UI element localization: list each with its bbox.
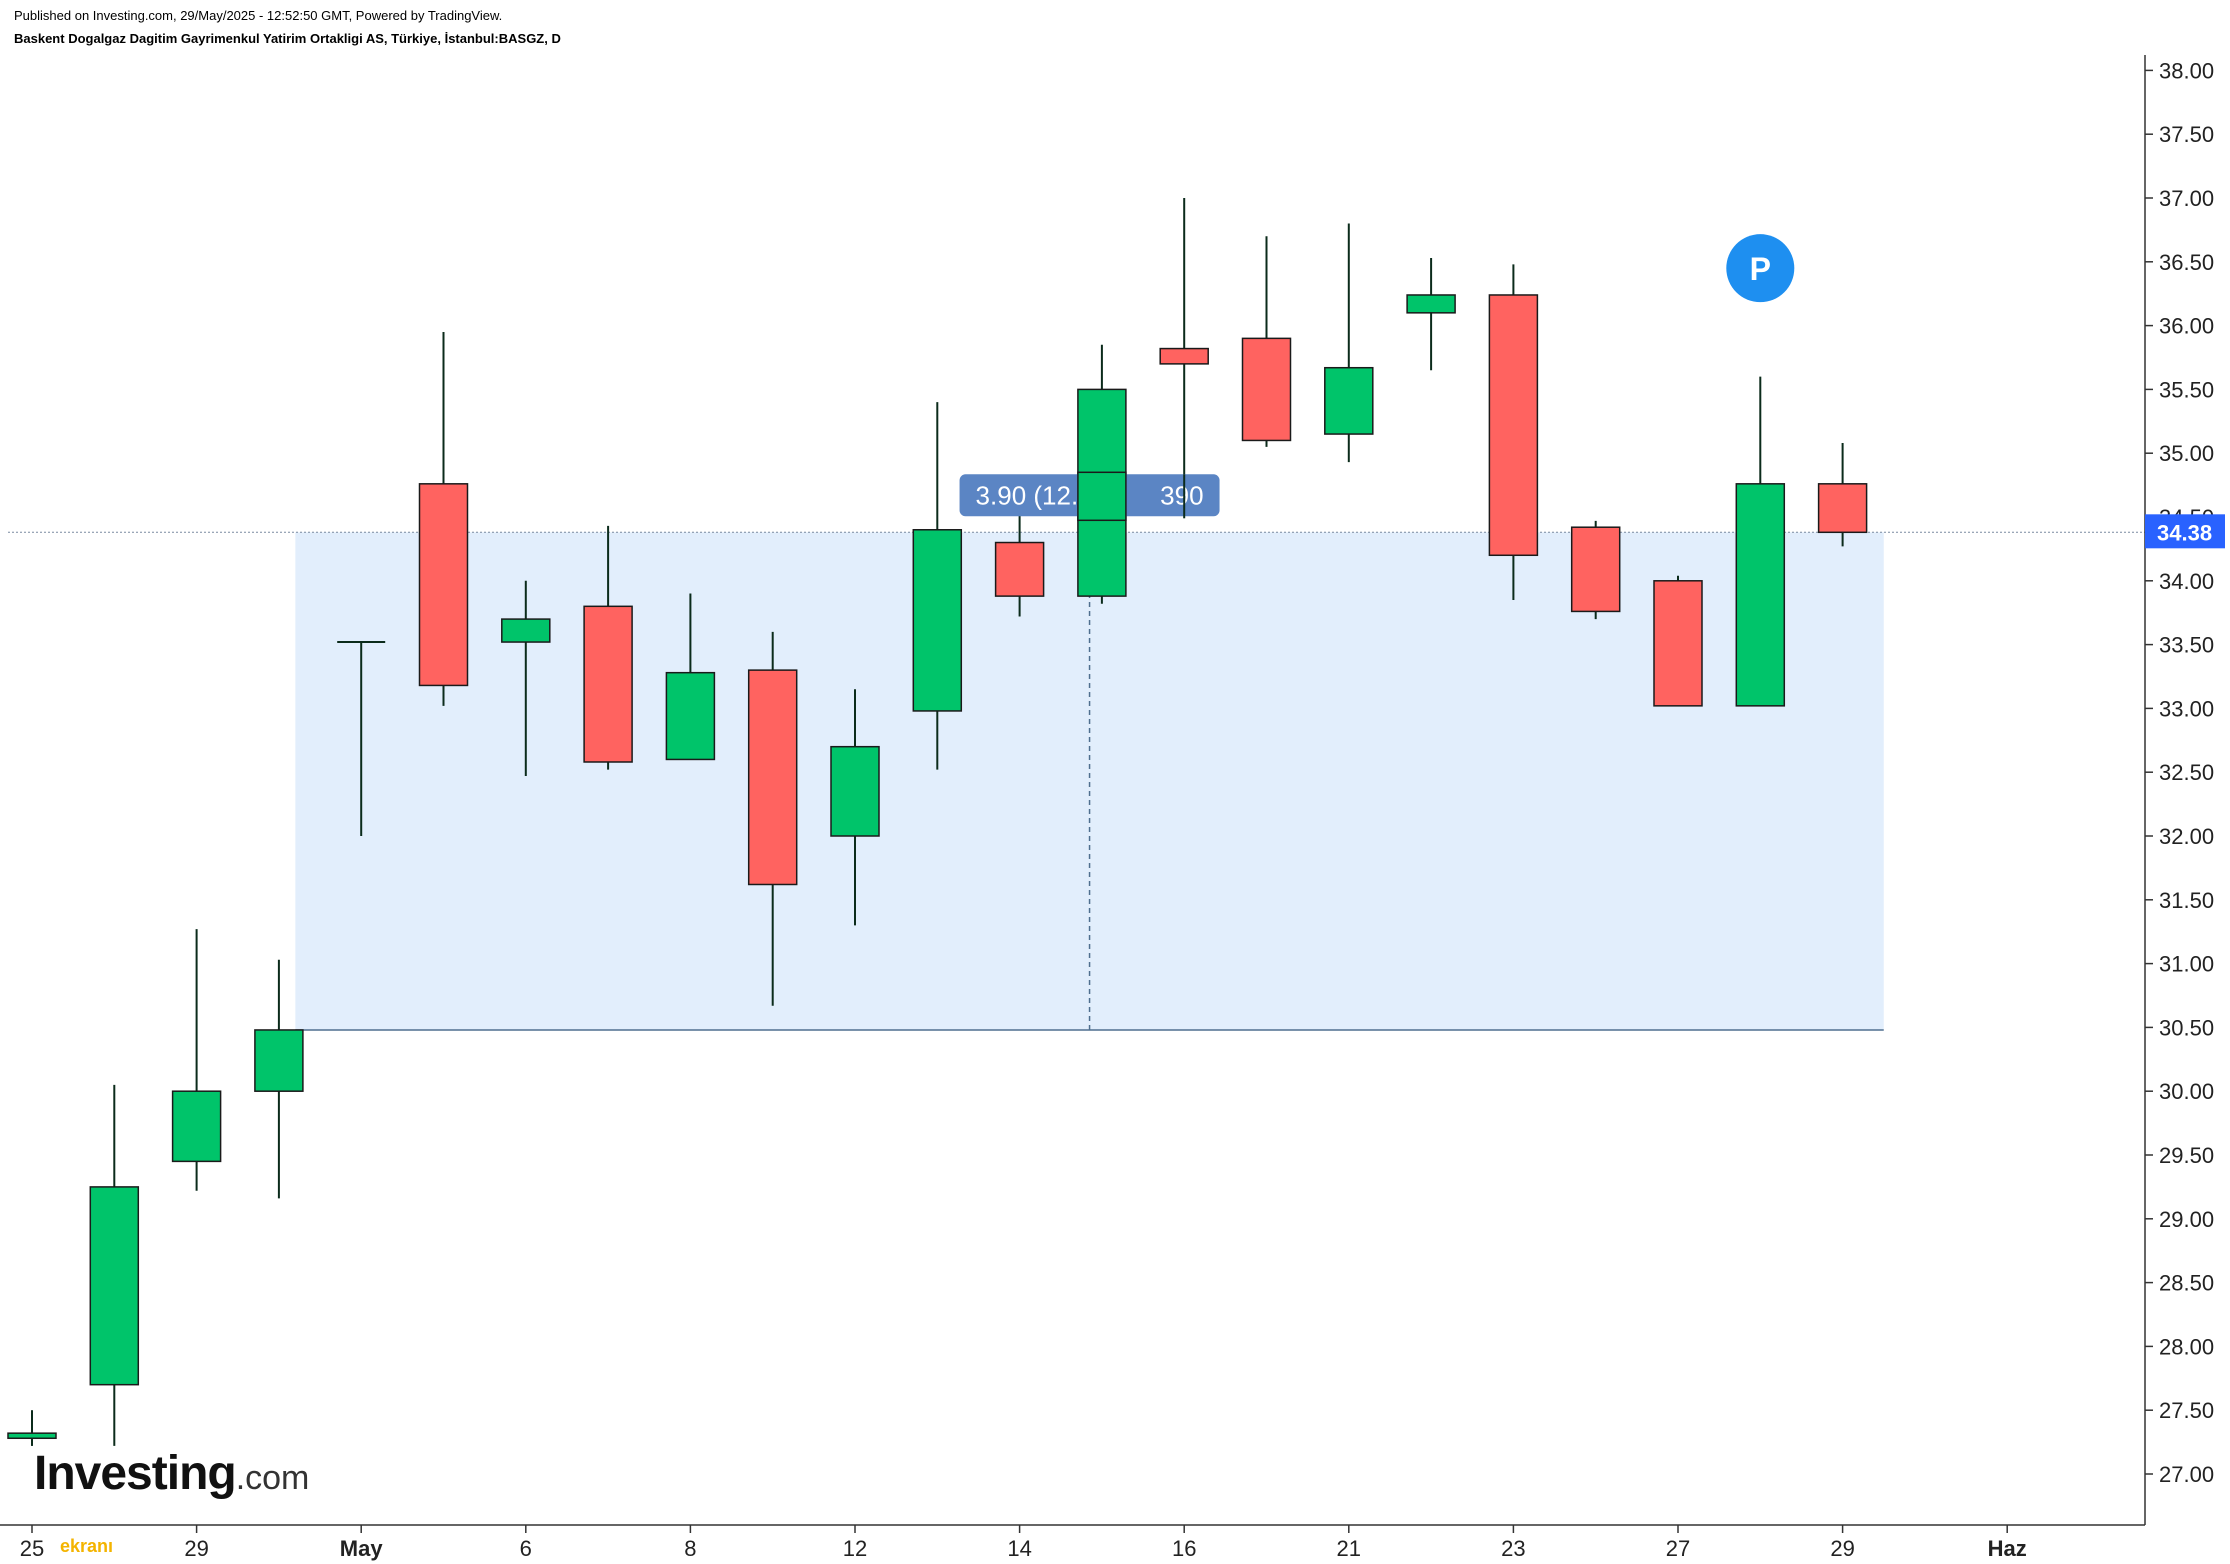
logo-name: Investing [34, 1447, 237, 1500]
candle-body [994, 541, 1045, 597]
marker-circle[interactable] [1726, 234, 1795, 303]
logo-suffix: .com [235, 1459, 310, 1497]
x-tick-label: May [340, 1536, 384, 1561]
y-tick-label: 33.50 [2159, 633, 2214, 658]
candle[interactable] [1159, 198, 1209, 479]
candle[interactable] [1241, 236, 1292, 447]
last-price-value: 34.38 [2157, 520, 2212, 545]
y-tick-label: 29.50 [2159, 1143, 2214, 1168]
candle-body [89, 1186, 140, 1386]
candle-body [1241, 337, 1292, 442]
x-tick-label: 29 [1830, 1536, 1854, 1561]
candle-body [1406, 294, 1456, 314]
x-tick-label: 16 [1172, 1536, 1196, 1561]
candle-body [1488, 294, 1539, 557]
candle[interactable] [1735, 376, 1786, 707]
y-tick-label: 37.00 [2159, 186, 2214, 211]
y-tick-label: 35.50 [2159, 377, 2214, 402]
x-tick-label: 6 [520, 1536, 532, 1561]
candle-body [7, 1432, 57, 1440]
x-tick-label: 29 [184, 1536, 208, 1561]
candle-body [830, 745, 880, 837]
candle[interactable] [665, 593, 716, 761]
x-tick-label: 12 [843, 1536, 867, 1561]
y-tick-label: 38.00 [2159, 58, 2214, 83]
candle[interactable] [912, 402, 963, 770]
candle-body [501, 618, 551, 643]
candle-body [912, 529, 963, 712]
candle[interactable] [1817, 442, 1868, 547]
candle[interactable] [7, 1410, 57, 1446]
y-tick-label: 30.00 [2159, 1079, 2214, 1104]
candle-body [583, 605, 633, 763]
x-tick-label: 23 [1501, 1536, 1525, 1561]
symbol-title: Baskent Dogalgaz Dagitim Gayrimenkul Yat… [14, 31, 561, 46]
x-tick-label: 27 [1666, 1536, 1690, 1561]
x-tick-label: 25 [20, 1536, 44, 1561]
candle-body [1653, 580, 1703, 707]
candle-body-overlap [1077, 471, 1127, 522]
published-info: Published on Investing.com, 29/May/2025 … [14, 8, 503, 23]
candle-body [171, 1090, 222, 1163]
y-tick-label: 28.00 [2159, 1334, 2214, 1359]
candle[interactable] [89, 1084, 140, 1446]
watermark-text: ekranı [60, 1536, 114, 1556]
candle-body [1570, 526, 1621, 613]
candle[interactable] [830, 689, 880, 926]
candle-body [254, 1029, 304, 1092]
candle-body [418, 483, 469, 687]
candle[interactable] [1570, 520, 1621, 620]
candle[interactable] [418, 331, 469, 706]
y-tick-label: 29.00 [2159, 1207, 2214, 1232]
y-tick-label: 28.50 [2159, 1271, 2214, 1296]
candle[interactable] [171, 929, 222, 1191]
candle-body [1324, 366, 1374, 435]
y-tick-label: 32.00 [2159, 824, 2214, 849]
y-tick-label: 27.00 [2159, 1462, 2214, 1487]
y-tick-label: 27.50 [2159, 1398, 2214, 1423]
candle-body [1159, 347, 1209, 365]
candle[interactable] [337, 641, 386, 836]
candle-body [747, 669, 798, 886]
candle[interactable] [747, 631, 798, 1006]
candle[interactable] [583, 525, 633, 770]
candle[interactable] [1488, 264, 1539, 600]
candle-body [1735, 483, 1786, 707]
y-tick-label: 37.50 [2159, 122, 2214, 147]
candle[interactable] [501, 580, 551, 777]
x-tick-label: 21 [1337, 1536, 1361, 1561]
x-tick-label: Haz [1988, 1536, 2027, 1561]
y-tick-label: 35.00 [2159, 441, 2214, 466]
y-tick-label: 34.00 [2159, 569, 2214, 594]
y-tick-label: 32.50 [2159, 760, 2214, 785]
candle[interactable] [1324, 223, 1374, 463]
candle-body [665, 671, 716, 761]
x-tick-label: 8 [684, 1536, 696, 1561]
y-tick-label: 33.00 [2159, 696, 2214, 721]
candle-body [1817, 483, 1868, 534]
y-tick-label: 36.00 [2159, 314, 2214, 339]
y-tick-label: 31.50 [2159, 888, 2214, 913]
marker-label: P [1750, 251, 1771, 287]
candle[interactable] [254, 959, 304, 1199]
candle[interactable] [994, 491, 1045, 617]
y-tick-label: 30.50 [2159, 1015, 2214, 1040]
y-tick-label: 31.00 [2159, 952, 2214, 977]
measure-label-right: 390 [1160, 480, 1203, 510]
y-tick-label: 36.50 [2159, 250, 2214, 275]
investing-logo: Investing.com [34, 1446, 309, 1501]
x-tick-label: 14 [1007, 1536, 1031, 1561]
candle[interactable] [1653, 575, 1703, 707]
candle[interactable] [1406, 257, 1456, 371]
last-price-tag [2145, 514, 2225, 549]
